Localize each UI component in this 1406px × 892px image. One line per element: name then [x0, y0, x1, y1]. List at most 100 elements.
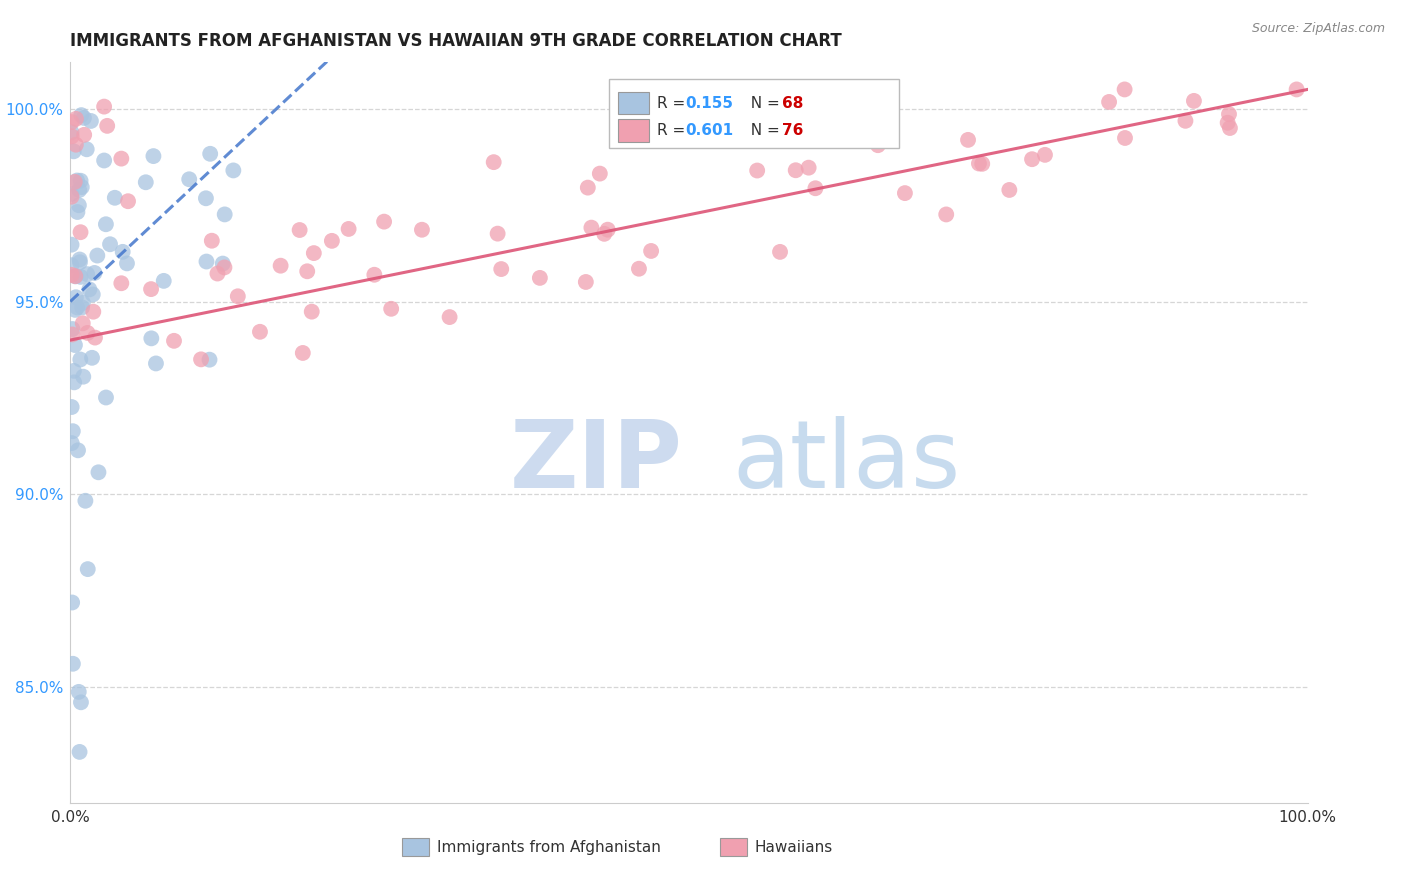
Point: [65, 137, 87, 152]
Point: [967, 156, 990, 170]
Point: [785, 163, 807, 178]
Point: [998, 183, 1021, 197]
Point: [96, 119, 118, 133]
Point: [75, 493, 97, 508]
FancyBboxPatch shape: [720, 838, 747, 856]
Point: [198, 352, 221, 367]
Point: [152, 274, 174, 288]
Point: [142, 149, 165, 163]
Point: [65, 269, 87, 284]
Point: [190, 352, 212, 367]
Point: [1098, 95, 1121, 109]
Point: [63, 338, 86, 352]
Point: [627, 261, 650, 276]
Point: [66, 301, 89, 315]
Point: [76, 142, 98, 156]
Point: [797, 161, 820, 175]
Point: [69, 269, 91, 284]
Point: [179, 172, 201, 186]
Text: N =: N =: [741, 123, 785, 138]
Text: Hawaiians: Hawaiians: [755, 839, 832, 855]
Point: [69, 252, 91, 267]
Point: [1174, 113, 1197, 128]
Point: [411, 223, 433, 237]
Point: [1114, 82, 1136, 96]
Point: [69, 745, 91, 759]
Point: [62, 322, 84, 336]
Point: [297, 264, 319, 278]
Point: [86, 248, 108, 262]
Point: [82, 287, 104, 301]
Point: [141, 331, 163, 345]
Point: [135, 175, 157, 189]
Point: [482, 155, 505, 169]
Point: [380, 301, 402, 316]
Text: 68: 68: [782, 95, 803, 111]
FancyBboxPatch shape: [619, 120, 650, 142]
Point: [67, 198, 90, 212]
Point: [63, 302, 86, 317]
Point: [72, 369, 94, 384]
Point: [1114, 131, 1136, 145]
Point: [207, 267, 229, 281]
Point: [93, 100, 115, 114]
Text: R =: R =: [657, 95, 690, 111]
Point: [139, 282, 162, 296]
Point: [60, 129, 83, 144]
Point: [69, 174, 91, 188]
Point: [581, 220, 603, 235]
Point: [866, 138, 889, 153]
Point: [747, 163, 769, 178]
Point: [73, 111, 96, 125]
Point: [491, 262, 513, 277]
Point: [60, 436, 83, 450]
Point: [1216, 116, 1239, 130]
Point: [62, 657, 84, 671]
Point: [201, 234, 224, 248]
Point: [596, 223, 619, 237]
Text: 0.601: 0.601: [685, 123, 734, 138]
Point: [84, 330, 107, 344]
Point: [363, 268, 385, 282]
Point: [60, 189, 83, 203]
Point: [60, 400, 83, 414]
Point: [1182, 94, 1205, 108]
Point: [301, 304, 323, 318]
Point: [70, 180, 93, 194]
Point: [66, 443, 89, 458]
Point: [935, 207, 957, 221]
Point: [214, 260, 236, 275]
Point: [70, 695, 93, 709]
Point: [373, 214, 395, 228]
Point: [66, 173, 89, 187]
Point: [62, 424, 84, 438]
Point: [69, 225, 91, 239]
Text: atlas: atlas: [733, 417, 960, 508]
Point: [222, 163, 245, 178]
Point: [249, 325, 271, 339]
Point: [72, 296, 94, 310]
Point: [111, 244, 134, 259]
Point: [145, 356, 167, 370]
Text: Immigrants from Afghanistan: Immigrants from Afghanistan: [436, 839, 661, 855]
Point: [195, 254, 218, 268]
Point: [60, 125, 83, 139]
Point: [163, 334, 186, 348]
Point: [73, 128, 96, 142]
Point: [70, 108, 93, 122]
Point: [66, 205, 89, 219]
Point: [640, 244, 662, 258]
Point: [769, 244, 792, 259]
Point: [593, 227, 616, 241]
Point: [486, 227, 509, 241]
Point: [63, 175, 86, 189]
Point: [957, 133, 980, 147]
Point: [291, 346, 314, 360]
Point: [60, 327, 83, 342]
Point: [104, 191, 127, 205]
Point: [576, 180, 599, 194]
Point: [63, 376, 86, 390]
Point: [87, 465, 110, 479]
Point: [117, 194, 139, 209]
Point: [79, 282, 101, 296]
